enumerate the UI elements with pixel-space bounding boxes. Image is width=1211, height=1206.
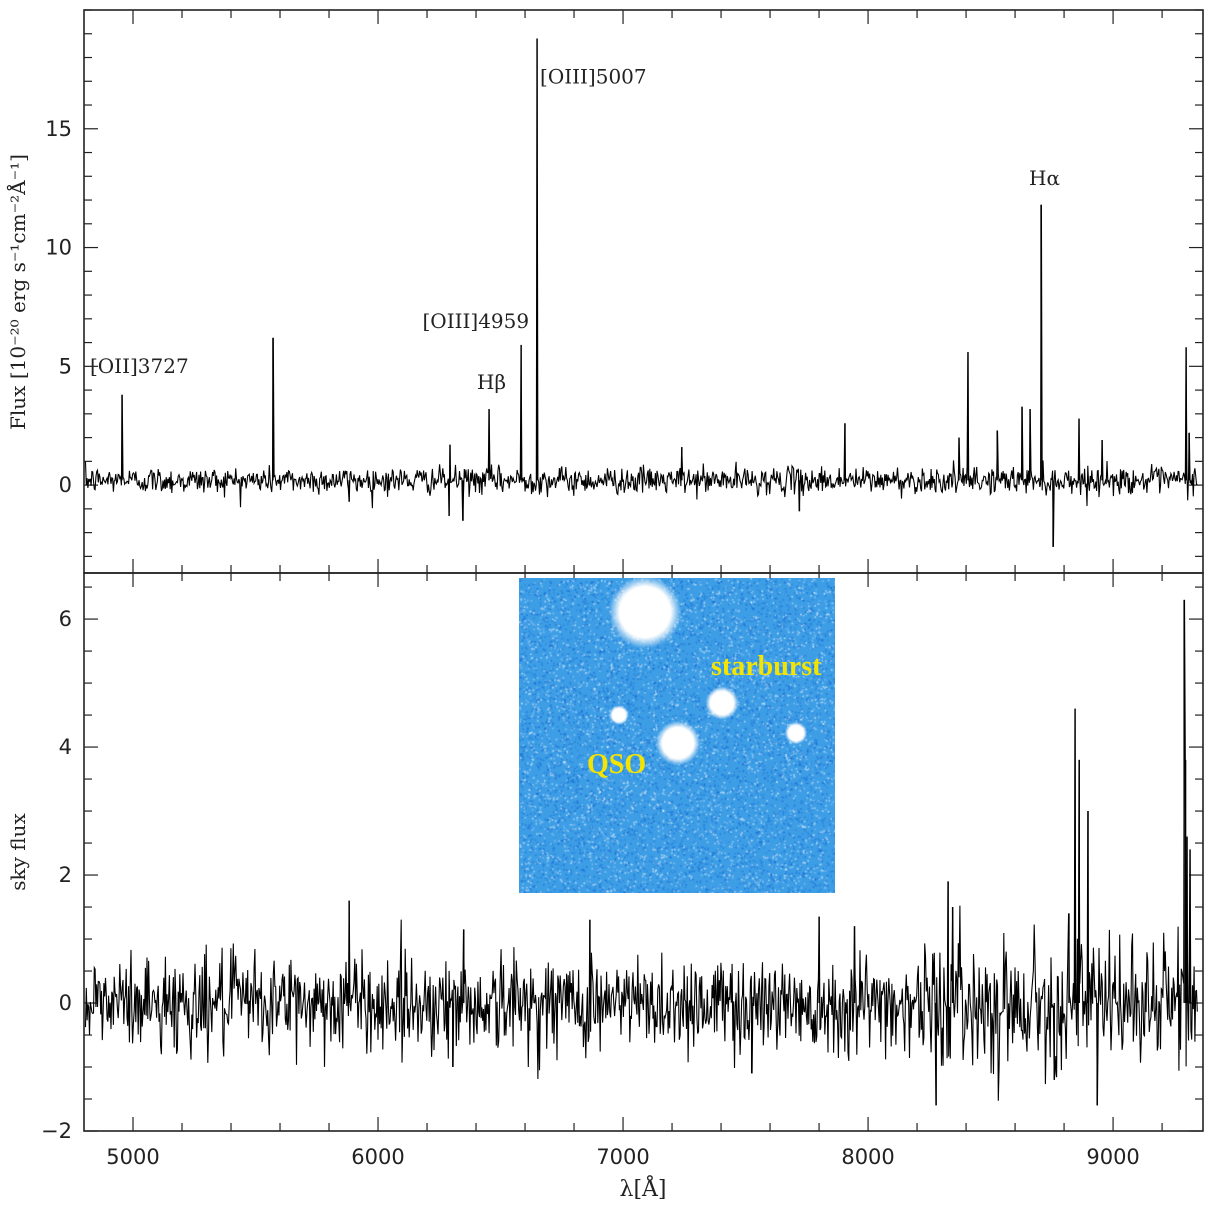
- x-tick-label: 5000: [106, 1145, 159, 1169]
- spectrum-line: [84, 38, 1198, 547]
- starburst-label: starburst: [711, 651, 822, 682]
- top-panel: 0 5 10 15 [OII]3727 Hβ [OIII]4959 [OIII]5007 Hα: [45, 9, 1204, 574]
- y-tick-label: 10: [45, 236, 72, 260]
- plot-frame: [83, 9, 1204, 574]
- y-tick-label: 5: [59, 354, 72, 378]
- emission-line-label: [OIII]5007: [540, 65, 647, 89]
- emission-line-label: Hα: [1029, 166, 1060, 190]
- y-tick-label: 0: [59, 991, 72, 1015]
- bottom-panel: −2 0 2 4 6 5000 6000 7000 8000 9000: [41, 572, 1204, 1169]
- emission-line-label: [OIII]4959: [423, 309, 530, 333]
- y-tick-label: 6: [59, 607, 72, 631]
- y-tick-label: 2: [59, 863, 72, 887]
- x-tick-label: 7000: [596, 1145, 649, 1169]
- y-tick-label: 15: [45, 117, 72, 141]
- top-y-axis-title: Flux [10⁻²⁰ erg s⁻¹cm⁻²Å⁻¹]: [5, 154, 30, 430]
- bottom-y-axis-title: sky flux: [6, 813, 30, 891]
- spectrum-line: [84, 599, 1198, 1106]
- x-tick-label: 6000: [351, 1145, 404, 1169]
- x-axis-title: λ[Å]: [620, 1174, 667, 1202]
- y-tick-label: 0: [59, 473, 72, 497]
- y-tick-label: −2: [41, 1119, 72, 1143]
- emission-line-label: [OII]3727: [90, 354, 189, 378]
- inset-sky-image: starburst QSO: [519, 578, 835, 893]
- y-tick-label: 4: [59, 735, 72, 759]
- plot-frame: [83, 572, 1204, 1132]
- x-tick-label: 9000: [1086, 1145, 1139, 1169]
- sky-image-canvas: [519, 578, 835, 893]
- qso-label: QSO: [587, 749, 647, 780]
- x-tick-label: 8000: [841, 1145, 894, 1169]
- emission-line-label: Hβ: [477, 370, 506, 394]
